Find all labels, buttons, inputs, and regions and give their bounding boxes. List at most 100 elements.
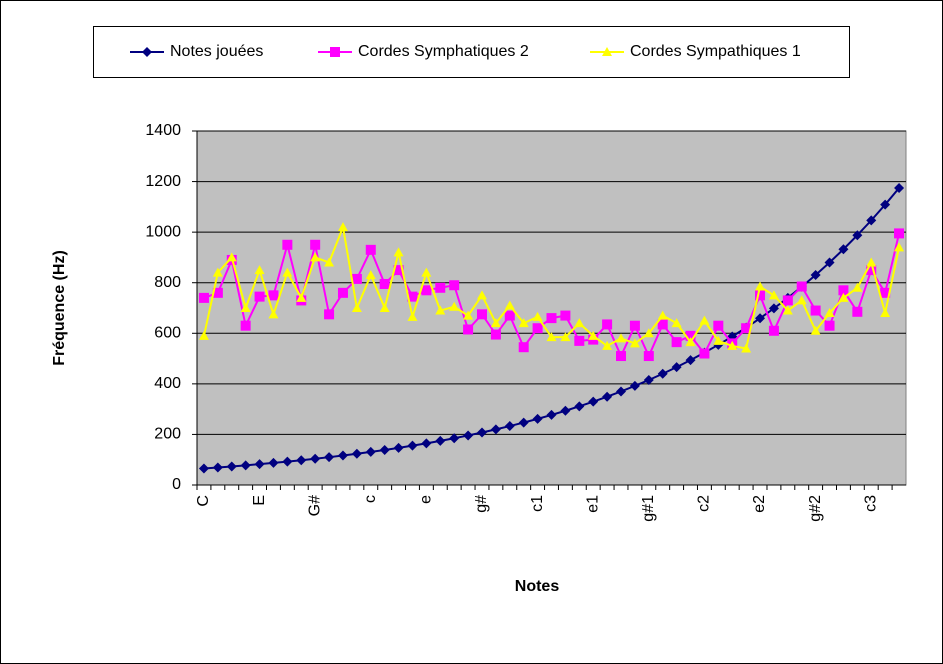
x-tick-label: c: [362, 495, 379, 503]
data-point: [629, 338, 640, 348]
data-point: [476, 290, 487, 300]
data-point: [198, 463, 209, 474]
data-point: [574, 335, 585, 346]
data-point: [768, 325, 779, 336]
x-tick-label: G#: [306, 495, 323, 516]
data-point: [741, 323, 752, 334]
x-tick-label: g#2: [807, 495, 824, 522]
x-tick-label: e: [418, 495, 435, 504]
data-point: [768, 303, 779, 314]
x-tick-label: e1: [584, 495, 601, 513]
x-tick-label: g#: [473, 495, 490, 513]
data-point: [351, 303, 362, 312]
data-point: [351, 273, 362, 284]
data-point: [671, 337, 682, 348]
data-point: [824, 308, 835, 318]
data-point: [755, 313, 766, 324]
data-point: [449, 301, 460, 311]
data-point: [490, 329, 501, 340]
data-point: [254, 459, 265, 470]
data-point: [268, 290, 279, 301]
data-point: [782, 295, 793, 306]
data-point: [574, 401, 585, 412]
data-point: [226, 252, 237, 262]
data-point: [337, 450, 348, 461]
data-point: [240, 460, 251, 471]
data-point: [435, 305, 446, 315]
data-point: [546, 332, 557, 342]
data-point: [268, 457, 279, 468]
data-point: [894, 228, 905, 239]
x-tick-label: e2: [751, 495, 768, 513]
data-point: [880, 199, 891, 210]
data-point: [852, 306, 863, 317]
data-point: [240, 320, 251, 331]
data-point: [602, 340, 613, 350]
legend-label: Notes jouées: [170, 43, 263, 60]
data-point: [657, 368, 668, 379]
data-point: [379, 444, 390, 455]
x-tick-label: E: [251, 495, 268, 506]
data-point: [866, 257, 877, 267]
data-point: [685, 330, 696, 341]
data-point: [324, 452, 335, 463]
y-tick-label: 200: [154, 426, 181, 443]
data-point: [713, 335, 724, 345]
data-point: [337, 287, 348, 298]
data-point: [588, 396, 599, 407]
data-point: [476, 427, 487, 438]
data-point: [852, 230, 863, 241]
data-point: [657, 319, 668, 330]
data-point: [532, 311, 543, 321]
data-point: [629, 320, 640, 331]
data-point: [880, 287, 891, 298]
data-point: [810, 325, 821, 335]
data-point: [838, 244, 849, 255]
data-point: [574, 318, 585, 328]
data-point: [685, 337, 696, 347]
data-point: [504, 310, 515, 321]
y-tick-label: 1200: [145, 173, 181, 190]
data-point: [435, 282, 446, 293]
data-point: [824, 320, 835, 331]
data-point: [560, 332, 571, 342]
legend-marker: [330, 47, 340, 57]
data-point: [560, 405, 571, 416]
data-point: [337, 222, 348, 232]
data-point: [393, 442, 404, 453]
legend-marker: [602, 47, 612, 56]
data-point: [282, 239, 293, 250]
data-point: [810, 269, 821, 280]
data-point: [212, 462, 223, 473]
data-point: [407, 440, 418, 451]
data-point: [254, 265, 265, 275]
data-point: [393, 247, 404, 257]
data-point: [463, 324, 474, 335]
x-tick-label: g#1: [640, 495, 657, 522]
data-point: [268, 309, 279, 319]
data-point: [588, 330, 599, 340]
data-point: [282, 267, 293, 277]
data-point: [838, 285, 849, 296]
data-point: [699, 348, 710, 359]
data-point: [894, 182, 905, 193]
data-point: [643, 328, 654, 338]
data-point: [518, 318, 529, 328]
data-point: [393, 265, 404, 276]
data-point: [768, 290, 779, 300]
x-axis-title: Notes: [515, 578, 560, 595]
x-tick-label: C: [195, 495, 212, 507]
data-point: [198, 330, 209, 340]
data-point: [602, 391, 613, 402]
y-tick-label: 800: [154, 274, 181, 291]
data-point: [490, 424, 501, 435]
data-point: [365, 446, 376, 457]
data-point: [713, 320, 724, 331]
data-point: [880, 308, 891, 318]
data-point: [504, 300, 515, 310]
plot-area: [196, 130, 907, 486]
data-point: [379, 278, 390, 289]
data-point: [518, 417, 529, 428]
data-point: [198, 292, 209, 303]
data-point: [449, 280, 460, 291]
